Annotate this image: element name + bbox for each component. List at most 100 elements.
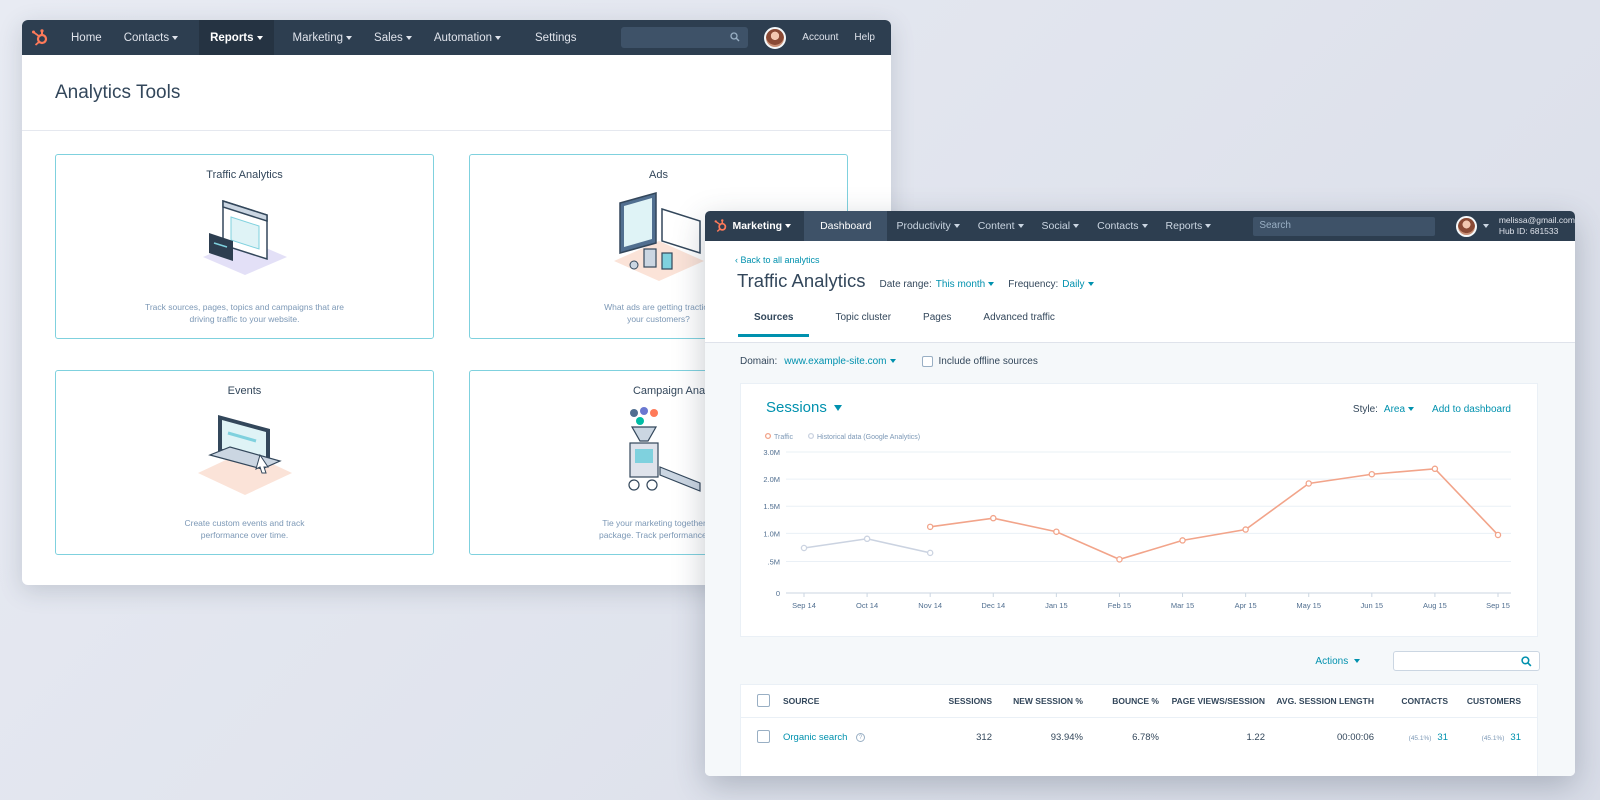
column-header-bounce[interactable]: BOUNCE % [1112, 696, 1159, 706]
data-point [990, 514, 997, 522]
actions-dropdown[interactable]: Actions [1315, 656, 1360, 667]
frequency-value: Daily [1062, 279, 1085, 290]
contacts-value[interactable]: 31 [1437, 732, 1448, 743]
nav-dashboard[interactable]: Dashboard [804, 211, 888, 241]
nav-home-label: Home [71, 31, 102, 44]
select-all-checkbox[interactable] [757, 694, 770, 707]
data-point [1368, 470, 1376, 478]
back-to-all-analytics-link[interactable]: ‹ Back to all analytics [735, 255, 1575, 265]
chevron-down-icon [1017, 224, 1024, 228]
hubspot-logo-icon[interactable] [30, 28, 50, 48]
nav-reports[interactable]: Reports [1157, 211, 1221, 241]
tool-card-events[interactable]: Events Create custom events and track per… [55, 370, 434, 555]
source-name: Organic search [783, 732, 848, 743]
hubspot-logo-icon[interactable] [713, 218, 728, 234]
x-tick-label: Sep 14 [792, 601, 816, 610]
add-to-dashboard-link[interactable]: Add to dashboard [1432, 404, 1511, 415]
chevron-down-icon [785, 224, 792, 228]
chevron-down-icon[interactable] [1482, 224, 1489, 228]
hub-id: Hub ID: 681533 [1498, 226, 1559, 236]
data-point [926, 523, 934, 531]
frequency-dropdown[interactable]: Daily [1062, 279, 1094, 290]
page-header: Traffic Analytics Date range: This month… [737, 270, 1575, 292]
chevron-down-icon [1087, 282, 1094, 287]
nav-social[interactable]: Social [1033, 211, 1089, 241]
top-nav: Home Contacts Reports Marketing Sales Au… [22, 20, 891, 55]
tab-advanced-traffic[interactable]: Advanced traffic [983, 312, 1055, 323]
data-point [1116, 556, 1123, 563]
column-header-contacts[interactable]: CONTACTS [1401, 696, 1448, 706]
date-range-dropdown[interactable]: This month [935, 279, 995, 290]
nav-content[interactable]: Content [969, 211, 1033, 241]
sessions-line-chart: 0 .5M 1.0M 1.5M 2.0M 3.0M Sep 14 Oct 14 Nov 14 De… [763, 432, 1511, 610]
card-desc-line2: performance over time. [200, 530, 289, 540]
nav-reports[interactable]: Reports [199, 20, 274, 55]
nav-reports-label: Reports [1165, 220, 1203, 232]
x-tick-label: Feb 15 [1108, 601, 1131, 610]
help-link[interactable]: Help [854, 32, 875, 43]
cell-customers: (45.1%) 31 [1482, 732, 1521, 743]
style-label: Style: [1352, 404, 1378, 415]
cell-new-session: 93.94% [1050, 732, 1083, 743]
chevron-down-icon [256, 35, 263, 40]
column-header-sessions[interactable]: SESSIONS [948, 696, 992, 706]
account-info[interactable]: melissa@gmail.com Hub ID: 681533 [1499, 215, 1575, 237]
column-header-avg-length[interactable]: AVG. SESSION LENGTH [1276, 696, 1374, 706]
y-tick-label: 2.0M [763, 475, 780, 484]
help-icon[interactable]: ? [856, 732, 866, 742]
nav-productivity-label: Productivity [896, 220, 951, 232]
metric-dropdown[interactable]: Sessions [766, 399, 843, 416]
nav-productivity[interactable]: Productivity [887, 211, 968, 241]
column-header-source[interactable]: SOURCE [783, 696, 820, 706]
data-point [926, 549, 934, 557]
column-header-customers[interactable]: CUSTOMERS [1466, 696, 1521, 706]
source-link[interactable]: Organic search ? [783, 732, 866, 743]
legend-marker [764, 432, 772, 440]
y-tick-label: .5M [767, 558, 780, 567]
data-point [1431, 465, 1439, 473]
domain-dropdown[interactable]: www.example-site.com [784, 356, 896, 367]
tool-card-traffic-analytics[interactable]: Traffic Analytics Track sources, pages, … [55, 154, 434, 339]
card-desc-line2: your customers? [627, 314, 690, 324]
tab-content: Domain: www.example-site.com Include off… [705, 342, 1575, 776]
account-link[interactable]: Account [802, 32, 839, 43]
cell-bounce: 6.78% [1132, 732, 1159, 743]
nav-contacts[interactable]: Contacts [1088, 211, 1156, 241]
tab-pages[interactable]: Pages [923, 312, 952, 323]
data-point [1179, 537, 1186, 544]
nav-marketing[interactable]: Marketing [282, 20, 364, 55]
search-input[interactable] [621, 27, 749, 48]
data-point [1053, 528, 1060, 535]
nav-settings[interactable]: Settings [524, 20, 588, 55]
row-checkbox[interactable] [757, 730, 770, 743]
card-desc-line2: driving traffic to your website. [189, 314, 300, 324]
sources-table: SOURCE SESSIONS NEW SESSION % BOUNCE % P… [740, 684, 1538, 776]
search-input[interactable]: Search [1253, 216, 1436, 236]
cell-page-views: 1.22 [1246, 732, 1266, 743]
include-offline-checkbox[interactable] [921, 356, 933, 367]
column-header-page-views[interactable]: PAGE VIEWS/SESSION [1171, 696, 1265, 706]
avatar[interactable] [764, 26, 787, 49]
nav-contacts[interactable]: Contacts [113, 20, 189, 55]
avatar[interactable] [1456, 215, 1477, 237]
tab-topic-cluster[interactable]: Topic cluster [835, 312, 892, 323]
nav-marketing-menu[interactable]: Marketing [728, 211, 800, 241]
table-row [741, 717, 1537, 776]
table-search-input[interactable] [1393, 651, 1540, 671]
card-desc-line1: Tie your marketing together in [602, 518, 715, 528]
column-header-new-session[interactable]: NEW SESSION % [1013, 696, 1083, 706]
actions-label: Actions [1315, 655, 1349, 667]
date-range-value: This month [935, 279, 986, 290]
chevron-down-icon [988, 282, 995, 287]
search-icon [730, 32, 740, 42]
card-description: Tie your marketing together in package. T… [470, 517, 847, 541]
nav-sales[interactable]: Sales [363, 20, 423, 55]
x-tick-label: Dec 14 [981, 601, 1005, 610]
style-dropdown[interactable]: Area [1384, 404, 1415, 415]
tab-bar: Sources Topic cluster Pages Advanced tra… [738, 312, 1575, 337]
customers-value[interactable]: 31 [1510, 732, 1521, 743]
chevron-left-icon: ‹ [735, 255, 741, 265]
nav-automation[interactable]: Automation [423, 20, 512, 55]
nav-home[interactable]: Home [60, 20, 113, 55]
tab-sources[interactable]: Sources [738, 312, 810, 337]
